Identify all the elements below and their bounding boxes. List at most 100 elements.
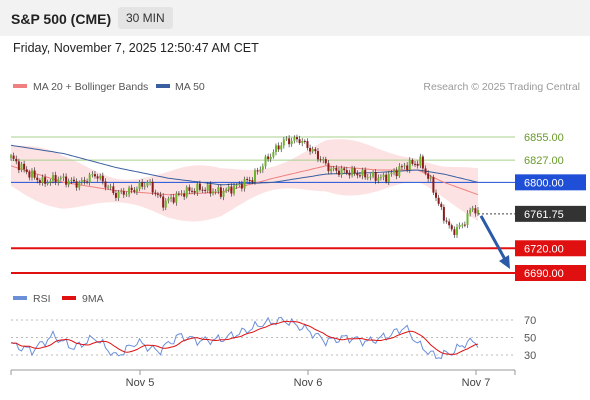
- candle-body: [337, 170, 340, 175]
- candle-body: [162, 196, 165, 208]
- candle-body: [20, 163, 23, 171]
- candle-body: [379, 177, 382, 179]
- candle-body: [96, 176, 99, 179]
- candle-body: [15, 158, 18, 162]
- candle-body: [395, 170, 398, 177]
- candle-body: [261, 166, 264, 170]
- candle-body: [128, 187, 131, 195]
- level-label-6720.00: 6720.00: [524, 243, 564, 255]
- candle-body: [269, 156, 272, 160]
- candle-body: [109, 186, 112, 188]
- candle-body: [219, 187, 222, 197]
- candle-body: [461, 224, 464, 226]
- candle-body: [159, 194, 162, 197]
- candle-body: [274, 145, 277, 153]
- candle-body: [33, 170, 36, 178]
- candle-body: [427, 173, 430, 179]
- candle-body: [191, 190, 194, 192]
- candle-body: [324, 159, 327, 164]
- candle-body: [290, 140, 293, 145]
- candle-body: [282, 139, 285, 146]
- ma20-legend-label: MA 20 + Bollinger Bands: [33, 81, 148, 93]
- x-tick-label-nov-6: Nov 6: [294, 377, 323, 389]
- candle-body: [311, 149, 314, 152]
- candle-body: [374, 171, 377, 181]
- candle-body: [238, 184, 241, 186]
- candle-body: [322, 159, 325, 161]
- rsi-legend-swatch: [13, 296, 27, 300]
- candle-body: [303, 140, 306, 142]
- last-price-box: [515, 205, 586, 222]
- candle-body: [188, 187, 191, 191]
- forecast-arrow-shaft: [479, 215, 509, 264]
- candle-body: [183, 193, 186, 197]
- candle-body: [332, 167, 335, 170]
- candle-body: [314, 149, 317, 152]
- level-box-6690.00: [515, 265, 586, 281]
- rsi-legend-label: RSI: [33, 293, 51, 305]
- candle-body: [86, 181, 89, 183]
- candle-body: [469, 210, 472, 214]
- candle-body: [180, 193, 183, 195]
- rsi-level-label-30: 30: [524, 350, 536, 362]
- candle-body: [440, 203, 443, 208]
- candle-body: [10, 155, 12, 158]
- symbol-title: S&P 500 (CME): [11, 11, 112, 27]
- candle-body: [466, 213, 469, 226]
- candle-body: [23, 163, 26, 170]
- candle-body: [358, 175, 361, 177]
- candle-body: [164, 200, 167, 208]
- candle-body: [235, 185, 238, 187]
- candle-body: [398, 166, 401, 177]
- candle-body: [204, 189, 207, 191]
- candle-body: [243, 178, 246, 189]
- level-label-6855.00: 6855.00: [524, 132, 564, 144]
- candle-body: [135, 188, 138, 192]
- candle-body: [253, 170, 256, 182]
- candle-body: [408, 160, 411, 170]
- candle-body: [429, 177, 432, 179]
- candle-body: [301, 140, 304, 144]
- level-box-6800.00: [515, 174, 586, 191]
- candle-body: [477, 209, 479, 214]
- candle-body: [146, 182, 149, 186]
- candle-body: [93, 174, 96, 177]
- candle-body: [340, 168, 343, 175]
- candle-body: [246, 178, 249, 180]
- candle-body: [421, 156, 424, 169]
- candle-body: [251, 180, 254, 182]
- candle-body: [327, 163, 330, 172]
- candle-body: [280, 145, 283, 150]
- rsi-ma-line: [10, 320, 479, 355]
- candle-body: [167, 198, 170, 201]
- candle-body: [214, 191, 217, 193]
- candle-body: [99, 175, 102, 179]
- candle-body: [151, 181, 154, 193]
- candle-body: [193, 191, 196, 193]
- candle-body: [256, 170, 259, 172]
- last-price-label: 6761.75: [524, 209, 564, 221]
- ma50-legend-label: MA 50: [175, 81, 205, 93]
- candle-body: [209, 184, 212, 194]
- candle-body: [448, 221, 451, 226]
- candle-body: [156, 193, 159, 195]
- candle-body: [112, 186, 115, 194]
- candle-body: [361, 169, 364, 176]
- candle-body: [345, 170, 348, 174]
- candle-body: [353, 168, 356, 174]
- candle-body: [91, 174, 94, 176]
- candle-body: [377, 177, 380, 181]
- level-label-6827.00: 6827.00: [524, 155, 564, 167]
- candle-body: [442, 207, 445, 221]
- candle-body: [335, 167, 338, 171]
- candle-body: [133, 190, 136, 192]
- candle-body: [227, 186, 230, 190]
- timeframe-button[interactable]: 30 MIN: [118, 7, 173, 29]
- candle-body: [450, 225, 453, 230]
- candle-body: [240, 184, 243, 189]
- candle-body: [125, 194, 128, 196]
- candle-body: [259, 169, 262, 172]
- candle-body: [248, 179, 251, 181]
- candle-body: [356, 173, 359, 176]
